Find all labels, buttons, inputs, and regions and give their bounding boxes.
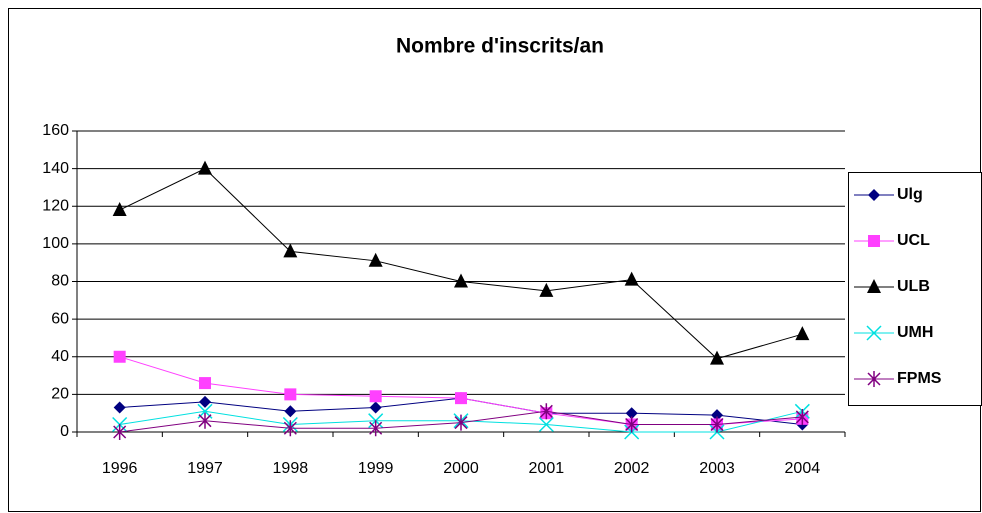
marker — [867, 371, 881, 387]
x-tick-label: 2000 — [443, 460, 479, 477]
legend-label: ULB — [897, 278, 930, 295]
marker — [199, 377, 211, 390]
marker — [710, 350, 724, 365]
marker — [866, 325, 882, 341]
marker — [199, 395, 211, 408]
y-tick-label: 60 — [51, 310, 69, 327]
y-tick-label: 120 — [42, 197, 69, 214]
marker — [368, 252, 383, 267]
marker — [283, 243, 298, 258]
marker — [868, 189, 880, 201]
marker — [198, 160, 212, 175]
marker — [625, 407, 638, 420]
marker — [369, 390, 382, 403]
marker — [711, 409, 723, 422]
marker — [710, 416, 724, 433]
marker — [454, 414, 468, 431]
marker — [454, 273, 468, 288]
x-tick-label: 1997 — [187, 460, 223, 477]
y-tick-label: 160 — [42, 122, 69, 139]
marker — [795, 326, 810, 341]
legend-label: UMH — [897, 324, 933, 341]
x-tick-label: 1999 — [358, 460, 394, 477]
marker — [284, 405, 297, 418]
x-tick-label: 1998 — [273, 460, 309, 477]
legend-label: FPMS — [897, 370, 942, 387]
marker — [795, 408, 809, 425]
y-tick-label: 140 — [42, 160, 69, 177]
marker — [867, 279, 881, 293]
marker — [113, 424, 127, 440]
x-tick-label: 1996 — [102, 460, 138, 477]
marker — [455, 392, 467, 405]
marker — [113, 401, 126, 414]
chart-border — [8, 8, 981, 512]
marker — [284, 388, 297, 401]
y-tick-label: 80 — [51, 273, 69, 290]
y-tick-label: 100 — [42, 235, 69, 252]
y-tick-label: 20 — [51, 386, 69, 403]
y-tick-label: 40 — [51, 348, 69, 365]
marker — [369, 401, 382, 414]
marker — [112, 202, 127, 217]
y-tick-label: 0 — [60, 423, 69, 440]
marker — [539, 282, 554, 297]
marker — [198, 412, 212, 429]
marker — [868, 235, 880, 247]
marker — [625, 416, 639, 433]
legend-label: Ulg — [897, 186, 923, 203]
marker — [538, 416, 554, 433]
x-tick-label: 2003 — [699, 460, 735, 477]
x-tick-label: 2004 — [785, 460, 821, 477]
marker — [369, 420, 383, 437]
marker — [283, 420, 297, 437]
x-tick-label: 2002 — [614, 460, 650, 477]
marker — [539, 403, 553, 420]
chart-title: Nombre d'inscrits/an — [396, 35, 604, 58]
x-tick-label: 2001 — [529, 460, 565, 477]
legend-label: UCL — [897, 232, 930, 249]
marker — [113, 350, 126, 363]
marker — [624, 271, 639, 286]
